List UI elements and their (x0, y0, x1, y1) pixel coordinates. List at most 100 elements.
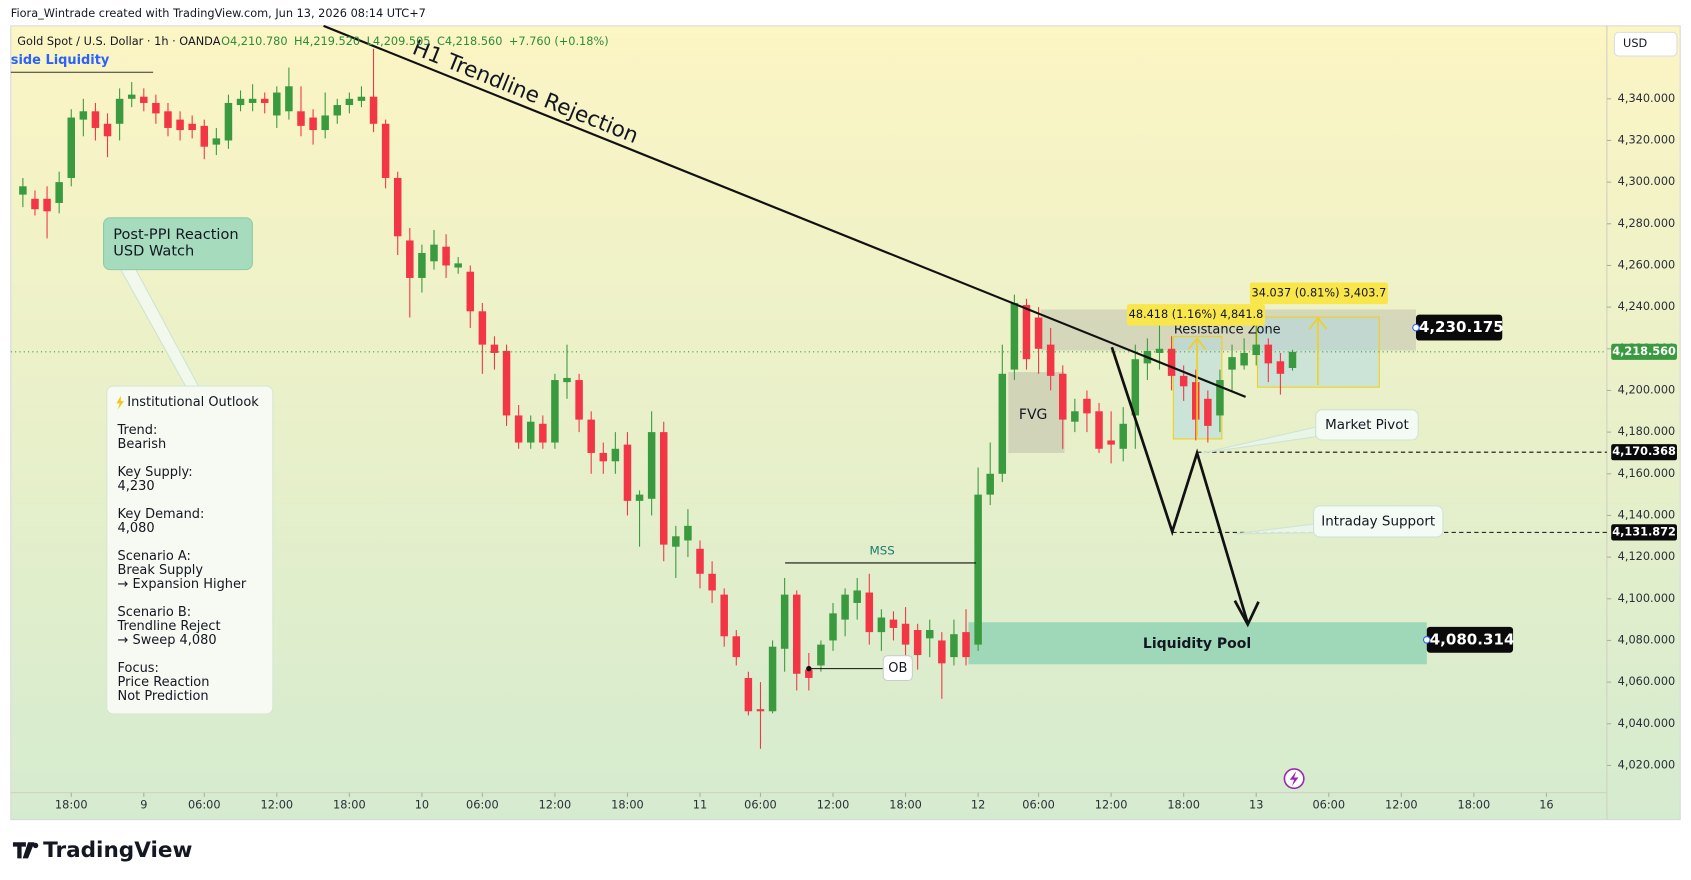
outlook-line: Price Reaction (118, 675, 210, 690)
outlook-title: Institutional Outlook (127, 395, 259, 410)
y-tick-label: 4,020.000 (1618, 757, 1676, 771)
candle-body (333, 105, 342, 116)
price-tag-anchor (1412, 323, 1420, 332)
y-tick-label: 4,340.000 (1618, 91, 1676, 105)
candle-body (466, 271, 475, 312)
fvg-zone (1008, 372, 1065, 453)
measure-label: 34.037 (0.81%) 3,403.7 (1252, 285, 1387, 299)
outlook-box (106, 385, 274, 715)
candle-body (176, 119, 184, 131)
candle-body (454, 263, 462, 268)
candle-body (1216, 380, 1224, 416)
candle-body (792, 594, 801, 674)
candle-body (369, 96, 378, 124)
candle-body (901, 623, 910, 645)
price-tag-label: 4,170.368 (1612, 444, 1676, 458)
outlook-line: Not Prediction (118, 689, 209, 704)
y-tick-label: 4,080.000 (1618, 632, 1676, 646)
x-tick-label: 9 (140, 798, 147, 812)
x-tick-label: 18:00 (1167, 798, 1200, 812)
candle-body (526, 421, 535, 443)
candle-body (406, 240, 414, 278)
candle-body (744, 677, 753, 712)
y-tick-label: 4,280.000 (1618, 216, 1676, 230)
candle-body (273, 92, 281, 116)
candle-body (31, 198, 39, 210)
candle-body (1179, 375, 1188, 387)
outlook-line: → Expansion Higher (118, 577, 247, 592)
candle-body (1059, 373, 1067, 420)
candle-body (659, 432, 668, 545)
x-tick-label: 12 (971, 798, 985, 812)
candle-body (478, 311, 487, 345)
y-tick-label: 4,120.000 (1618, 549, 1676, 563)
candle-body (962, 632, 970, 658)
candle-body (381, 123, 390, 178)
lightning-icon (116, 395, 125, 410)
x-tick-label: 06:00 (1312, 798, 1345, 812)
note-line: USD Watch (113, 242, 194, 259)
candle-body (865, 592, 874, 633)
outlook-body: Trend:Bearish Key Supply:4,230 Key Demand:… (117, 423, 247, 704)
candle-body (140, 96, 148, 103)
candle-body (393, 177, 402, 237)
candle-body (623, 444, 632, 501)
candle-body (67, 117, 75, 178)
outlook-line: Trendline Reject (117, 619, 221, 634)
candle-body (514, 415, 523, 443)
candle-body (19, 186, 27, 195)
candle-body (321, 115, 329, 131)
candle-body (188, 123, 196, 131)
x-tick-label: 16 (1539, 798, 1553, 812)
candle-body (696, 548, 704, 574)
candle-body (91, 111, 100, 128)
candle-body (103, 123, 112, 137)
price-tag-label: 4,218.560 (1612, 344, 1676, 358)
ohlc-header: O4,210.780 H4,219.520 L4,209.505 C4,218.560… (221, 34, 609, 48)
candle-body (1155, 348, 1164, 353)
ohlc-value: O4,210.780 (221, 34, 287, 48)
price-tag (1426, 626, 1514, 653)
candle-body (1167, 348, 1176, 376)
y-tick-label: 4,060.000 (1618, 674, 1676, 688)
candle-body (672, 536, 680, 547)
currency-button[interactable] (1613, 31, 1678, 57)
mss-label: MSS (870, 544, 895, 558)
candle-body (756, 709, 765, 712)
candles (19, 48, 1297, 749)
candle-body (297, 111, 305, 126)
x-tick-label: 06:00 (466, 798, 499, 812)
x-tick-label: 06:00 (1022, 798, 1055, 812)
candle-body (563, 377, 571, 383)
price-tag-label: 4,230.175 (1419, 318, 1504, 336)
candle-body (1083, 398, 1091, 414)
candle-body (1276, 361, 1285, 374)
y-tick-label: 4,320.000 (1618, 132, 1676, 146)
candle-body (79, 111, 88, 120)
candle-body (1204, 398, 1212, 426)
x-tick-label: 12:00 (261, 798, 294, 812)
outlook-line: → Sweep 4,080 (118, 633, 217, 648)
candle-body (539, 423, 547, 443)
outlook-line: Bearish (118, 437, 167, 452)
levels: 4,230.175 4,218.560 4,170.368 4,131.872 4,08… (10, 314, 1677, 653)
candle-body (1192, 382, 1200, 420)
candle-body (1022, 305, 1031, 360)
candle-body (720, 594, 728, 637)
ohlc-value: C4,218.560 (437, 34, 502, 48)
candle-body (877, 617, 886, 633)
currency-label[interactable]: USD (1623, 36, 1647, 50)
measure-arrowhead (1308, 316, 1328, 330)
x-tick-label: 12:00 (817, 798, 850, 812)
candle-body (345, 98, 354, 106)
projection-path (1110, 346, 1250, 624)
x-tick-label: 18:00 (611, 798, 644, 812)
candle-body (1010, 302, 1019, 370)
y-tick-label: 4,200.000 (1618, 382, 1676, 396)
y-tick-label: 4,260.000 (1618, 257, 1676, 271)
candle-body (853, 590, 861, 603)
candle-body (587, 419, 595, 453)
price-tag (1611, 524, 1677, 541)
ohlc-value: +7.760 (+0.18%) (509, 34, 609, 48)
